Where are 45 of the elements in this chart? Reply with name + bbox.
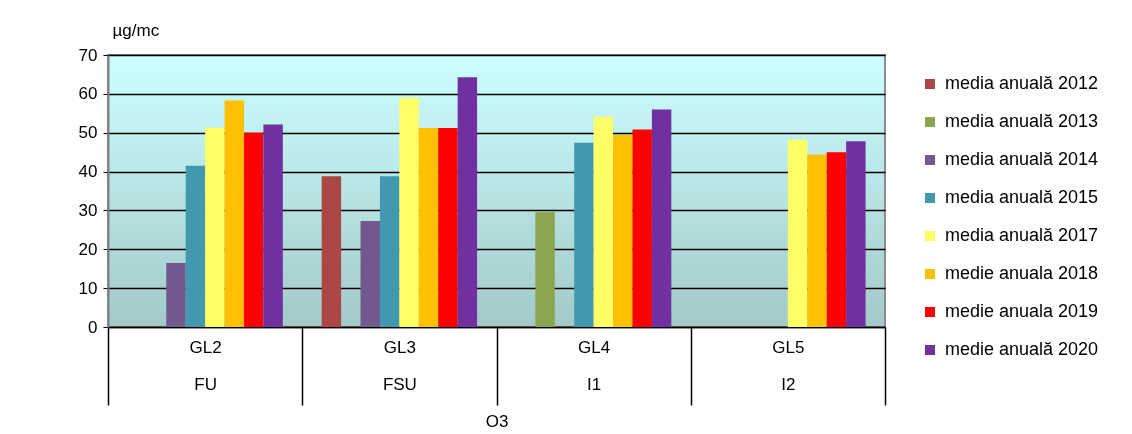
legend-label: medie anuală 2020	[945, 339, 1099, 359]
y-tick-label: 50	[78, 123, 98, 143]
y-tick-label: 30	[78, 200, 98, 220]
legend-label: medie anuala 2018	[945, 263, 1099, 283]
y-axis-title: µg/mc	[112, 20, 160, 40]
bar	[846, 141, 866, 327]
bar	[787, 139, 808, 327]
bar	[418, 128, 439, 327]
bar	[166, 262, 186, 327]
y-tick-label: 70	[78, 45, 98, 65]
bar	[826, 152, 847, 327]
y-tick-label: 20	[78, 239, 98, 259]
y-tick-label: 0	[88, 317, 98, 337]
x-tick-label: GL5 I2	[772, 337, 805, 394]
bar	[185, 165, 206, 327]
bar	[807, 154, 827, 327]
x-tick-label: GL3 FSU	[382, 337, 417, 394]
legend-label: media anuală 2017	[945, 225, 1099, 245]
y-tick-label: 40	[78, 162, 98, 182]
bar	[224, 100, 244, 327]
bar	[205, 127, 225, 327]
bar	[379, 176, 400, 327]
bar	[457, 77, 478, 327]
bar	[438, 128, 458, 327]
legend-label: media anuală 2012	[945, 73, 1099, 93]
bar	[360, 220, 380, 327]
bar	[613, 135, 633, 327]
bar	[651, 109, 672, 327]
x-tick-label: GL4 I1	[578, 337, 611, 394]
legend-label: media anuală 2014	[945, 149, 1099, 169]
bar	[574, 142, 594, 327]
bar	[632, 129, 652, 327]
bar	[399, 97, 419, 327]
legend-label: media anuală 2013	[945, 111, 1099, 131]
bar	[263, 124, 283, 327]
y-tick-label: 60	[78, 84, 98, 104]
bar	[535, 212, 555, 327]
y-tick-label: 10	[78, 278, 98, 298]
legend-label: medie anuala 2019	[945, 301, 1099, 321]
x-axis-title: O3	[485, 411, 509, 431]
x-tick-label: GL2 FU	[189, 337, 222, 394]
legend-label: media anuală 2015	[945, 187, 1099, 207]
bar	[593, 116, 614, 327]
bar	[243, 132, 264, 327]
bar	[321, 176, 342, 327]
